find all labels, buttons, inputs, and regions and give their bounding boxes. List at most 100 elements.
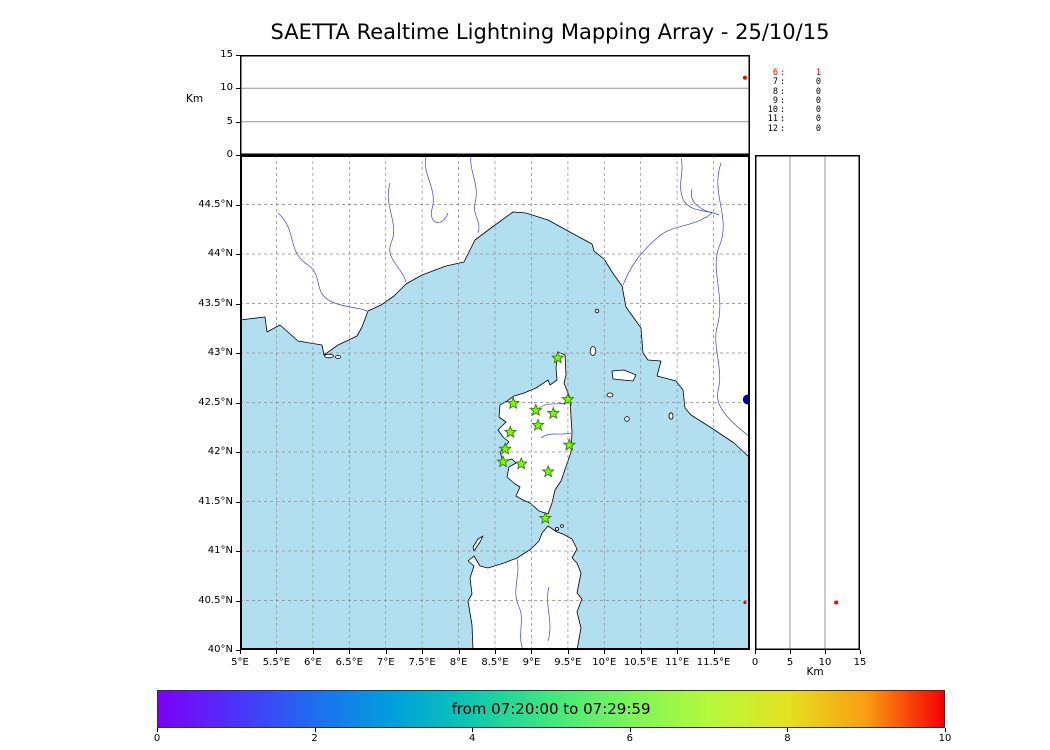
altitude-tick-label: 15 <box>220 49 233 60</box>
station-star-marker <box>546 406 560 420</box>
lat-tick-label: 44°N <box>207 248 233 259</box>
station-star-marker <box>562 438 577 451</box>
tick-mark <box>790 650 791 654</box>
river <box>715 162 750 438</box>
colorbar-tick-label: 10 <box>938 733 952 744</box>
tick-mark <box>629 728 631 732</box>
altitude-longitude-panel <box>240 55 750 155</box>
lat-tick-label: 40°N <box>207 644 233 655</box>
tick-mark <box>236 88 240 90</box>
station-star-marker <box>541 464 555 478</box>
lat-tick-label: 42.5°N <box>198 396 233 408</box>
lon-tick-label: 8°E <box>449 657 468 668</box>
count-value: 0 <box>815 114 821 125</box>
island-port-cros <box>335 354 341 359</box>
river <box>680 157 720 216</box>
lon-tick-label: 6°E <box>304 657 322 668</box>
tick-mark <box>236 501 240 503</box>
count-colon: : <box>779 114 786 125</box>
lon-tick-label: 5.5°E <box>262 657 291 668</box>
colorbar-label: from 07:20:00 to 07:29:59 <box>451 700 651 718</box>
tick-mark <box>604 650 606 654</box>
count-value: 0 <box>815 123 821 134</box>
tick-mark <box>422 650 424 654</box>
top-panel-border <box>240 55 750 155</box>
lon-tick-label: 11°E <box>665 657 690 668</box>
altitude-tick-label: 10 <box>818 657 832 668</box>
lightning-source-dot <box>743 600 747 605</box>
river <box>622 212 713 286</box>
right-panel-axis-label: Km <box>806 666 824 678</box>
colorbar-tick-label: 6 <box>626 733 633 744</box>
coastline-sardinia <box>467 525 583 650</box>
altitude-tick-label: 10 <box>220 82 233 94</box>
count-label: 9 <box>772 95 778 106</box>
count-colon: : <box>779 123 786 134</box>
lat-tick-label: 43°N <box>207 347 233 358</box>
tick-mark <box>755 650 756 654</box>
lon-tick-label: 10°E <box>592 657 617 668</box>
land-masses <box>240 155 750 650</box>
station-star-marker <box>506 396 520 410</box>
count-row: 7: 0 <box>765 77 827 88</box>
count-label: 7 <box>772 77 778 88</box>
count-colon: : <box>779 105 786 116</box>
island-elba <box>611 369 637 382</box>
island-asinara <box>472 535 484 552</box>
lat-tick-label: 43.5°N <box>198 297 233 309</box>
lon-tick-label: 6.5°E <box>335 657 363 668</box>
river <box>547 586 551 642</box>
tick-mark <box>495 650 496 654</box>
count-row: 9: 0 <box>765 95 827 106</box>
tick-mark <box>825 650 826 654</box>
count-value: 0 <box>815 105 821 116</box>
altitude-tick-label: 0 <box>751 657 759 668</box>
count-row: 6: 1 <box>765 68 827 78</box>
tick-mark <box>472 728 474 732</box>
lat-tick-label: 42°N <box>207 446 233 457</box>
lon-tick-label: 11.5°E <box>696 657 731 668</box>
river <box>515 558 524 650</box>
altitude-latitude-panel <box>755 155 860 650</box>
count-colon: : <box>779 86 786 97</box>
lon-tick-label: 10.5°E <box>623 657 658 668</box>
count-label: 11 <box>767 114 778 125</box>
lon-tick-label: 8.5°E <box>481 657 509 668</box>
time-colorbar: from 07:20:00 to 07:29:59 <box>157 690 945 728</box>
lat-tick-label: 44.5°N <box>198 198 233 210</box>
tick-mark <box>531 650 533 654</box>
island-porquerolles <box>324 353 334 359</box>
right-panel-border <box>755 155 860 650</box>
altitude-tick-label: 0 <box>226 149 233 160</box>
tick-mark <box>458 650 460 654</box>
island-montecristo <box>624 416 630 422</box>
tick-mark <box>236 303 240 305</box>
station-star-marker <box>538 511 552 525</box>
tick-mark <box>236 353 240 354</box>
tick-mark <box>236 121 240 123</box>
river <box>277 212 368 312</box>
coastline-corsica <box>497 351 573 515</box>
altitude-tick-label: 5 <box>786 657 794 668</box>
tick-mark <box>276 650 278 654</box>
station-star-marker <box>531 418 545 431</box>
count-value: 0 <box>815 95 821 106</box>
tick-mark <box>236 452 240 453</box>
count-colon: : <box>779 68 786 78</box>
tick-mark <box>236 254 240 255</box>
tick-mark <box>677 650 679 654</box>
figure-title: SAETTA Realtime Lightning Mapping Array … <box>270 20 830 44</box>
tick-mark <box>349 650 351 654</box>
count-row: 11: 0 <box>765 114 827 125</box>
colorbar-tick-label: 0 <box>153 733 161 744</box>
tick-mark <box>236 650 240 651</box>
source-count-list: 6: 1 7: 0 8: 0 9: 0 10: 0 11: 0 12: 0 <box>765 68 827 134</box>
count-row: 10: 0 <box>765 105 827 116</box>
count-colon: : <box>779 95 786 106</box>
island-gorgona <box>594 308 600 314</box>
colorbar-tick-label: 8 <box>784 733 791 744</box>
count-label: 6 <box>772 68 778 78</box>
colorbar-tick-label: 2 <box>311 733 318 744</box>
lat-tick-label: 40.5°N <box>198 594 233 606</box>
tick-mark <box>945 728 946 732</box>
